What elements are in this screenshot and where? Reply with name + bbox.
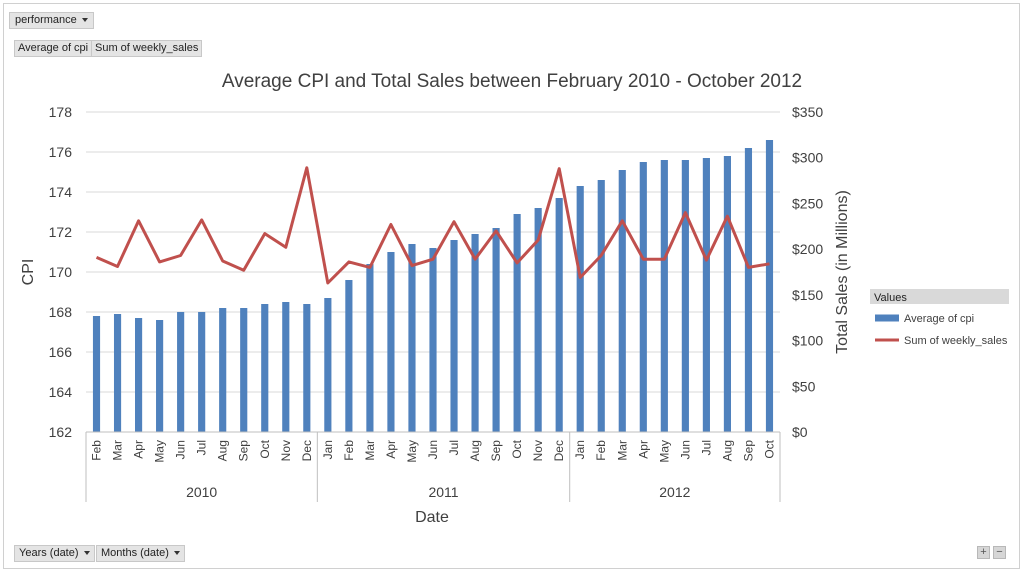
value-button-label: Average of cpi: [18, 42, 89, 54]
value-button-label: Sum of weekly_sales: [95, 42, 199, 54]
zoom-in-button[interactable]: +: [977, 546, 990, 559]
zoom-out-button[interactable]: −: [993, 546, 1006, 559]
dropdown-caret-icon: [81, 18, 88, 23]
sum-of-weekly-sales-button[interactable]: Sum of weekly_sales: [91, 40, 203, 57]
dropdown-caret-icon: [83, 551, 90, 556]
performance-filter-button[interactable]: performance: [9, 12, 94, 29]
months-date-button[interactable]: Months (date): [96, 545, 185, 562]
axis-button-label: Years (date): [19, 547, 79, 559]
chart-frame: [3, 3, 1020, 569]
dropdown-caret-icon: [173, 551, 180, 556]
axis-button-label: Months (date): [101, 547, 169, 559]
plus-icon: +: [980, 546, 987, 558]
average-of-cpi-button[interactable]: Average of cpi: [14, 40, 93, 57]
years-date-button[interactable]: Years (date): [14, 545, 95, 562]
minus-icon: −: [996, 546, 1003, 558]
filter-button-label: performance: [15, 14, 77, 26]
